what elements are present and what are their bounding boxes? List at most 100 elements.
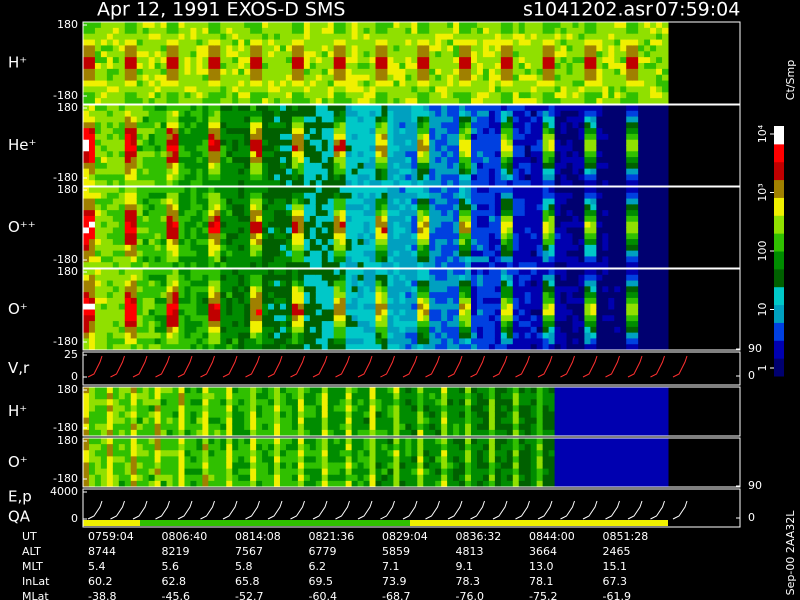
cell bbox=[303, 128, 311, 135]
cell bbox=[297, 221, 305, 228]
cell bbox=[453, 168, 460, 175]
cell bbox=[441, 256, 448, 263]
cell bbox=[429, 274, 436, 282]
cell bbox=[327, 280, 335, 287]
cell bbox=[274, 262, 281, 269]
cell bbox=[387, 269, 394, 276]
cell bbox=[232, 157, 239, 164]
cell bbox=[518, 162, 526, 170]
cell bbox=[303, 168, 311, 175]
cell bbox=[375, 233, 382, 240]
cell bbox=[506, 33, 514, 41]
cell bbox=[226, 332, 233, 339]
cell bbox=[417, 162, 424, 170]
cell bbox=[584, 204, 591, 211]
cell bbox=[369, 233, 376, 240]
cell bbox=[393, 128, 400, 135]
cell bbox=[381, 168, 388, 175]
cell bbox=[297, 128, 305, 135]
cell bbox=[160, 315, 168, 322]
cell bbox=[178, 303, 185, 310]
cell bbox=[453, 309, 460, 316]
cell bbox=[184, 174, 191, 181]
cell bbox=[566, 122, 573, 129]
cell bbox=[536, 74, 544, 82]
cell bbox=[274, 192, 281, 200]
cell bbox=[614, 162, 621, 170]
cell bbox=[596, 122, 603, 129]
cell bbox=[184, 139, 191, 146]
cell bbox=[578, 187, 585, 194]
cell bbox=[339, 174, 347, 181]
cell bbox=[662, 122, 669, 129]
cell bbox=[256, 292, 263, 299]
cell bbox=[124, 92, 132, 99]
cell bbox=[148, 338, 156, 345]
cell bbox=[411, 187, 418, 194]
cell bbox=[459, 116, 466, 123]
cell bbox=[351, 68, 359, 76]
cell bbox=[130, 139, 138, 146]
cell bbox=[285, 326, 293, 334]
cell bbox=[154, 244, 162, 252]
cell bbox=[238, 280, 245, 287]
cell bbox=[309, 86, 317, 93]
cell bbox=[214, 315, 221, 322]
cell bbox=[303, 250, 311, 257]
cell bbox=[88, 162, 96, 170]
cell bbox=[476, 80, 484, 87]
cell bbox=[363, 27, 371, 35]
cell bbox=[608, 168, 615, 175]
cell bbox=[214, 45, 221, 52]
cell bbox=[160, 180, 168, 187]
cell bbox=[608, 244, 615, 252]
cell bbox=[345, 86, 353, 93]
cell bbox=[112, 274, 120, 282]
cell bbox=[148, 39, 156, 46]
cell bbox=[327, 187, 335, 194]
cell bbox=[339, 338, 347, 345]
cell bbox=[650, 262, 657, 269]
cell bbox=[303, 244, 311, 252]
cell bbox=[327, 180, 335, 187]
cell bbox=[447, 157, 454, 164]
cell bbox=[506, 187, 514, 194]
cell bbox=[309, 269, 317, 276]
cell bbox=[405, 332, 412, 339]
cell bbox=[566, 133, 573, 141]
cell bbox=[172, 292, 180, 299]
cell bbox=[650, 80, 657, 87]
cell bbox=[441, 105, 448, 112]
cell bbox=[381, 198, 388, 205]
cell bbox=[632, 244, 639, 252]
cell bbox=[584, 92, 591, 99]
cell bbox=[279, 92, 287, 99]
cell bbox=[369, 133, 376, 141]
cell bbox=[160, 57, 168, 64]
cell bbox=[351, 22, 359, 29]
cell bbox=[584, 105, 591, 112]
cell bbox=[83, 98, 90, 105]
cell bbox=[482, 180, 490, 187]
cell bbox=[196, 110, 203, 118]
cell bbox=[142, 27, 150, 35]
cell bbox=[345, 338, 353, 345]
cell bbox=[524, 128, 532, 135]
cell bbox=[172, 174, 180, 181]
cell bbox=[238, 57, 245, 64]
cell bbox=[411, 168, 418, 175]
cell bbox=[632, 98, 639, 105]
cell bbox=[309, 227, 317, 234]
cell bbox=[453, 233, 460, 240]
cell bbox=[405, 262, 412, 269]
cell bbox=[405, 110, 412, 118]
cell bbox=[512, 22, 520, 29]
cell bbox=[393, 145, 400, 152]
cell bbox=[542, 239, 550, 246]
cell bbox=[662, 74, 669, 82]
cell bbox=[494, 57, 502, 64]
cell bbox=[441, 133, 448, 141]
cell bbox=[482, 57, 490, 64]
cell bbox=[83, 57, 90, 64]
cell bbox=[148, 145, 156, 152]
